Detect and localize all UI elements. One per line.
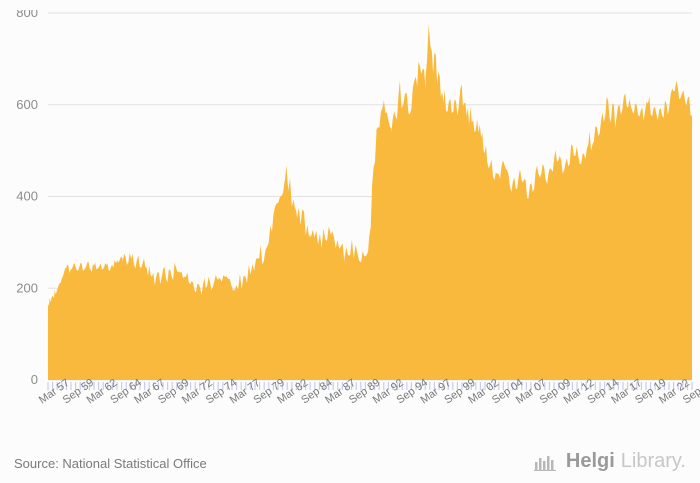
- source-label: Source: National Statistical Office: [14, 456, 207, 471]
- logo-text-library: Library.: [621, 450, 686, 473]
- svg-text:800: 800: [16, 10, 38, 20]
- svg-text:400: 400: [16, 189, 38, 204]
- logo-icon: [534, 452, 560, 472]
- svg-text:0: 0: [31, 372, 38, 387]
- area-series-fill[interactable]: [48, 23, 692, 380]
- svg-text:600: 600: [16, 97, 38, 112]
- logo-text-helgi: Helgi: [566, 450, 615, 473]
- area-chart-plot: 0 200 400 600 800 Mar 57 Sep 59 Mar 62 Sep 64 Ma…: [0, 10, 700, 380]
- brand-logo[interactable]: Helgi Library.: [534, 450, 686, 473]
- svg-text:200: 200: [16, 280, 38, 295]
- chart-container: 0 200 400 600 800 Mar 57 Sep 59 Mar 62 Sep 64 Ma…: [0, 0, 700, 483]
- y-axis-labels: 0 200 400 600 800: [16, 10, 38, 387]
